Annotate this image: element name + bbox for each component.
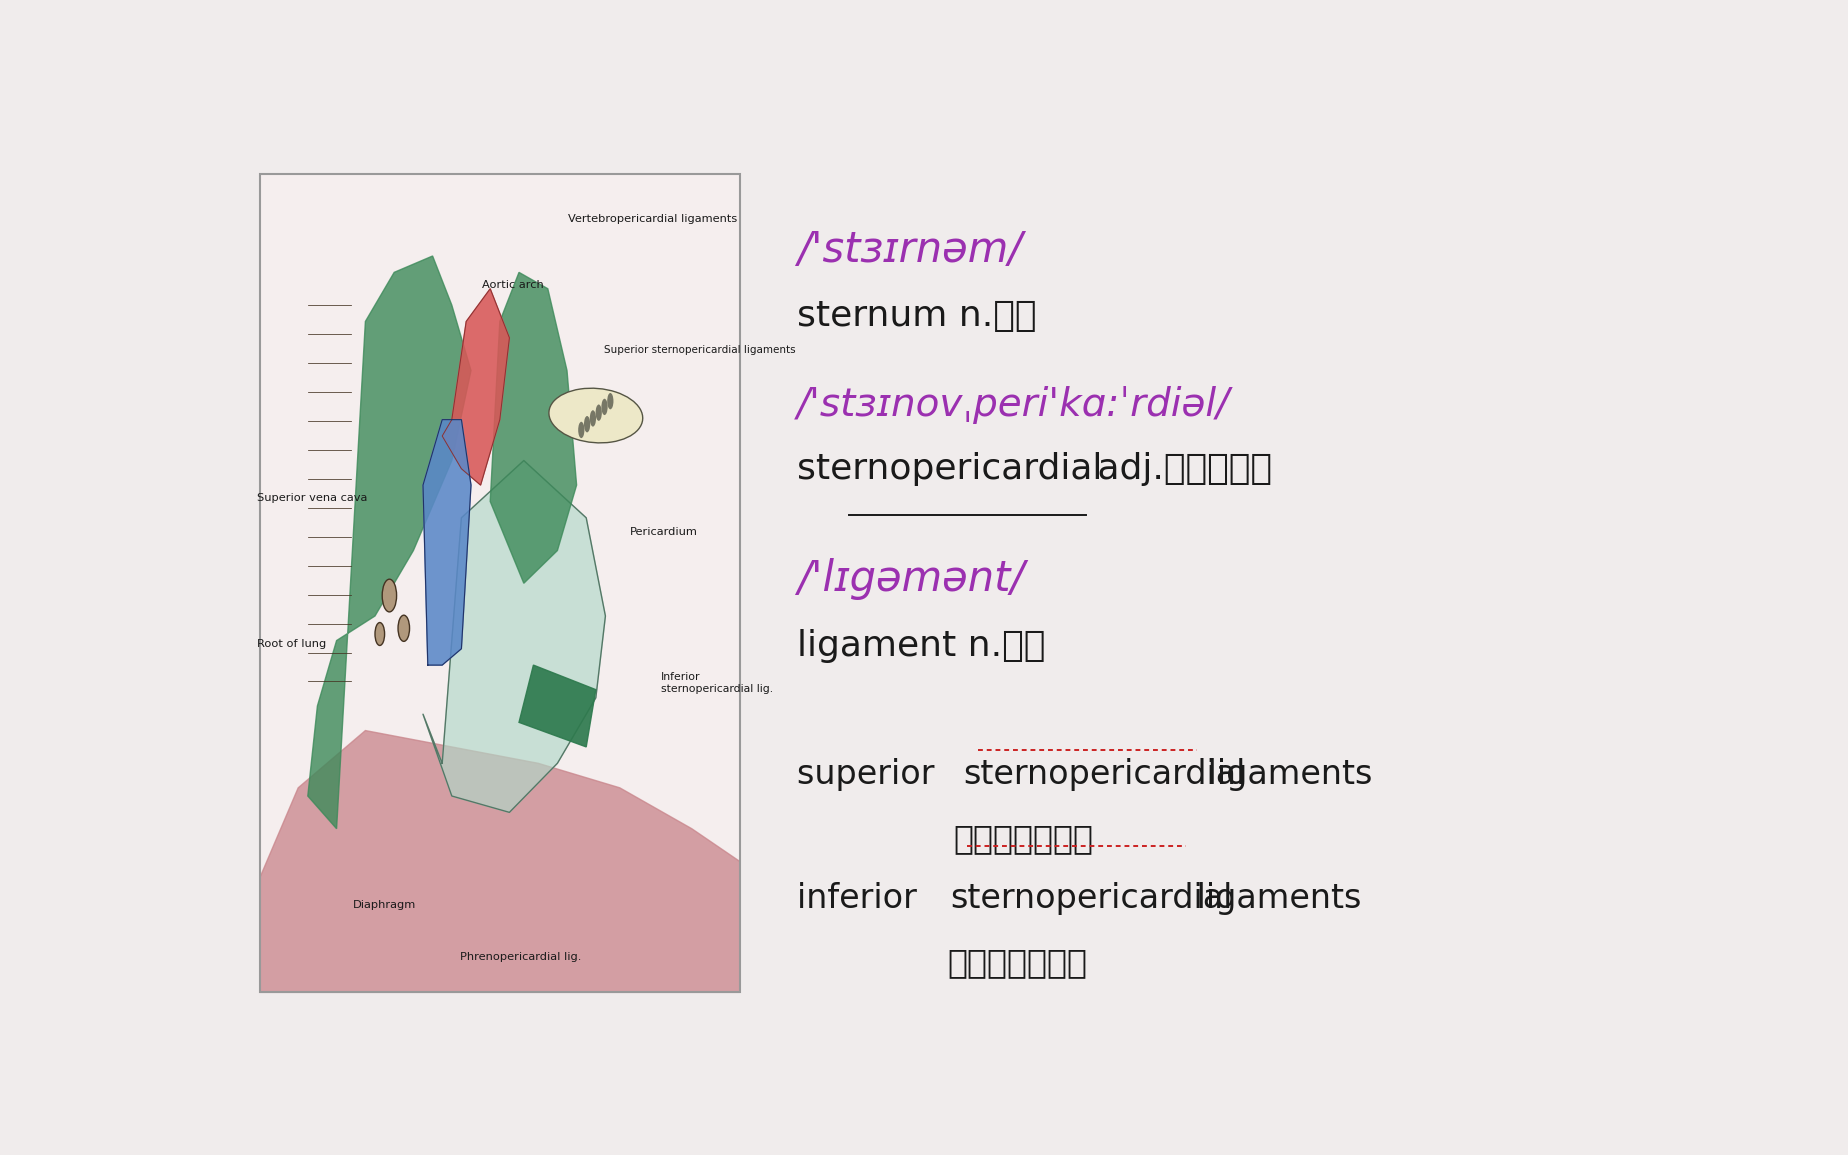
Text: Root of lung: Root of lung [257,639,325,649]
Text: Superior sternopericardial ligaments: Superior sternopericardial ligaments [602,345,795,356]
Text: Superior vena cava: Superior vena cava [257,493,368,502]
Text: Pericardium: Pericardium [628,527,697,537]
Text: Vertebropericardial ligaments: Vertebropericardial ligaments [567,214,737,224]
Text: 下胸骨心包韧带: 下胸骨心包韧带 [946,947,1087,979]
Polygon shape [519,665,595,747]
Text: Phrenopericardial lig.: Phrenopericardial lig. [460,952,582,962]
Ellipse shape [584,416,590,432]
Bar [259,174,739,992]
Text: Aortic arch: Aortic arch [482,281,543,290]
Text: ligament n.韧带: ligament n.韧带 [796,628,1044,663]
Ellipse shape [549,388,643,442]
Text: Inferior
sternopericardial lig.: Inferior sternopericardial lig. [662,672,772,694]
Ellipse shape [601,398,608,415]
Text: sternopericardial: sternopericardial [796,453,1101,486]
Text: sternopericardial: sternopericardial [950,882,1233,916]
Polygon shape [423,461,604,812]
Ellipse shape [375,623,384,646]
Text: /'stɜɪrnəm/: /'stɜɪrnəm/ [796,229,1022,270]
Ellipse shape [590,410,595,426]
Text: /'lɪgəmənt/: /'lɪgəmənt/ [796,558,1024,599]
Text: sternum n.胸骨: sternum n.胸骨 [796,299,1037,334]
Text: 上胸骨心包韧带: 上胸骨心包韧带 [952,822,1092,855]
Text: ligaments: ligaments [1186,882,1360,916]
Polygon shape [307,256,471,829]
Ellipse shape [383,579,395,612]
Ellipse shape [606,393,614,409]
Polygon shape [490,273,577,583]
Bar [259,174,739,992]
Text: sternopericardial: sternopericardial [963,758,1246,791]
Text: /'stɜɪnovˌperi'kɑ:ˈrdiəl/: /'stɜɪnovˌperi'kɑ:ˈrdiəl/ [796,387,1229,424]
Text: Diaphragm: Diaphragm [353,900,416,910]
Text: ligaments: ligaments [1196,758,1371,791]
Text: inferior: inferior [796,882,928,916]
Polygon shape [423,419,471,665]
Text: superior: superior [796,758,944,791]
Ellipse shape [578,422,584,438]
Polygon shape [442,289,510,485]
Polygon shape [259,731,739,992]
Text: adj.胸骨心包的: adj.胸骨心包的 [1085,453,1271,486]
Ellipse shape [397,616,410,641]
Ellipse shape [595,404,601,420]
